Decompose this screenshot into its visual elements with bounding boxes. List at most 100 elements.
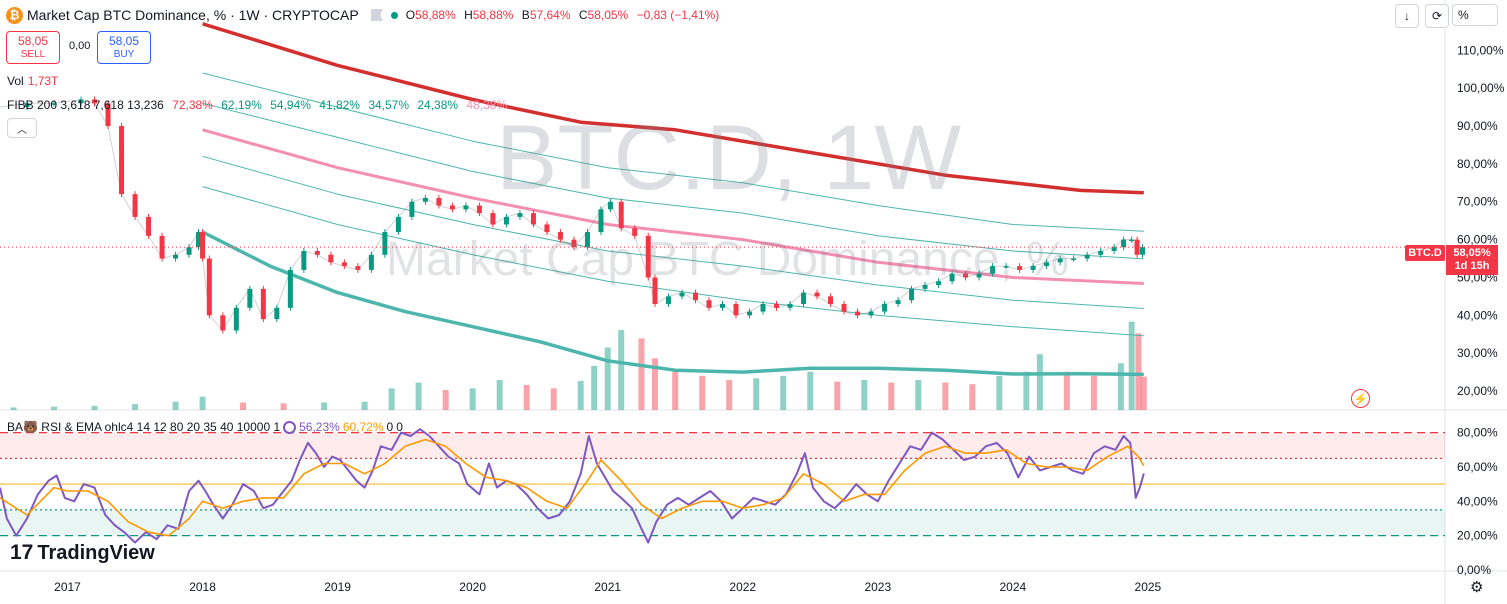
fib-band-line (202, 102, 1144, 260)
fibb-value: 41,82% (319, 98, 360, 112)
fib-band-line (202, 155, 1144, 309)
flag-icon[interactable] (370, 9, 383, 21)
time-axis-label: 2019 (324, 580, 351, 594)
candle-body (733, 303, 739, 316)
fibb-value: 72,38% (172, 98, 213, 112)
volume-bar (699, 375, 706, 410)
price-axis-label: 20,00% (1457, 384, 1498, 398)
time-axis-label: 2017 (54, 580, 81, 594)
fibb-value: 62,19% (221, 98, 262, 112)
buy-price: 58,05 (108, 33, 140, 48)
refresh-icon[interactable]: ⟳ (1425, 4, 1449, 28)
candle-body (382, 232, 388, 255)
rsi-axis-label: 40,00% (1457, 494, 1498, 508)
candle-body (652, 277, 658, 304)
candle-body (220, 315, 226, 331)
candle-body (260, 288, 266, 320)
candle-body (301, 250, 307, 270)
candle-body (24, 103, 30, 108)
ema-value: 60,72% (342, 420, 384, 434)
collapse-legend-button[interactable]: ︿ (7, 118, 37, 138)
candle-body (692, 292, 698, 301)
volume-bar (780, 375, 787, 410)
candle-body (1057, 258, 1063, 263)
price-axis-label: 60,00% (1457, 233, 1498, 247)
symbol-title[interactable]: Market Cap BTC Dominance, % · 1W · CRYPT… (27, 7, 359, 23)
volume-bar (942, 382, 949, 410)
rsi-axis-label: 80,00% (1457, 426, 1498, 440)
candle-body (132, 194, 138, 217)
price-axis-label: 70,00% (1457, 195, 1498, 209)
last-price-label: 58,05% 1d 15h (1446, 245, 1498, 275)
fibb-legend[interactable]: FIBB 200 3,618 7,618 13,236 72,38% 62,19… (7, 98, 512, 112)
watermark-name: Market Cap BTC Dominance, % (386, 233, 1069, 286)
candle-body (814, 292, 820, 297)
fib-band-line (202, 186, 1144, 337)
fibb-label: FIBB 200 3,618 7,618 13,236 (7, 98, 164, 112)
candle-body (422, 197, 428, 202)
volume-legend[interactable]: Vol 1,73T (7, 74, 58, 88)
fib-band-line (202, 128, 1144, 285)
candle-body (1134, 239, 1140, 255)
price-axis-label: 90,00% (1457, 119, 1498, 133)
rsi-zero-2: 0 (396, 420, 403, 434)
candle-body (645, 235, 651, 278)
volume-bar (240, 402, 247, 410)
candle-body (78, 99, 84, 104)
candle-body (1003, 266, 1009, 268)
volume-bar (577, 380, 584, 410)
rsi-axis-label: 60,00% (1457, 460, 1498, 474)
gear-icon[interactable]: ⚙ (1470, 579, 1484, 596)
volume-bar (321, 402, 328, 410)
candle-body (855, 311, 861, 316)
candle-body (922, 285, 928, 289)
volume-bar (199, 396, 206, 410)
candle-body (618, 201, 624, 229)
candle-body (720, 303, 725, 308)
lightning-icon[interactable]: ⚡ (1351, 389, 1370, 408)
percent-scale-toggle[interactable]: % (1452, 4, 1498, 26)
rsi-oversold-zone (0, 509, 1445, 536)
price-axis-label: 80,00% (1457, 157, 1498, 171)
candle-body (409, 201, 415, 217)
candle-body (233, 307, 239, 331)
candle-body (632, 228, 638, 236)
tradingview-logo[interactable]: 17 TradingView (10, 541, 155, 565)
candle-body (314, 250, 320, 255)
fibb-value: 24,38% (417, 98, 459, 112)
volume-bar (388, 388, 395, 410)
volume-bar (1090, 375, 1097, 410)
rsi-legend[interactable]: BA🐻 RSI & EMA ohlc4 14 12 80 20 35 40 10… (7, 420, 403, 434)
candle-body (119, 126, 125, 195)
candle-body (895, 300, 901, 304)
candle-body (1098, 250, 1104, 255)
candle-body (841, 303, 847, 312)
volume-bar (1036, 354, 1043, 410)
time-axis-label: 2023 (864, 580, 891, 594)
rsi-label: BA🐻 RSI & EMA ohlc4 14 12 80 20 35 40 10… (7, 420, 281, 434)
fibb-value: 54,94% (270, 98, 311, 112)
volume-bar (172, 401, 179, 410)
candle-body (206, 258, 212, 316)
time-axis-label: 2021 (594, 580, 621, 594)
fibb-value: 34,57% (368, 98, 410, 112)
candle-body (1111, 247, 1117, 251)
download-icon[interactable]: ↓ (1395, 4, 1419, 28)
fib-band-line (202, 22, 1144, 195)
rsi-line (0, 428, 1145, 544)
candle-body (92, 99, 98, 104)
bitcoin-icon: ₿ (6, 6, 23, 24)
volume-bar (1135, 333, 1142, 410)
volume-bar (132, 404, 139, 410)
time-axis-label: 2025 (1135, 580, 1162, 594)
sell-button[interactable]: 58,05 SELL (6, 31, 60, 64)
candle-body (963, 273, 969, 278)
buy-button[interactable]: 58,05 BUY (97, 31, 151, 64)
volume-bar (1140, 376, 1147, 410)
cycle-icon[interactable] (283, 420, 297, 434)
sell-label: SELL (20, 48, 46, 60)
candle-body (395, 216, 401, 233)
candle-body (355, 266, 361, 270)
price-axis-label: 30,00% (1457, 346, 1498, 360)
